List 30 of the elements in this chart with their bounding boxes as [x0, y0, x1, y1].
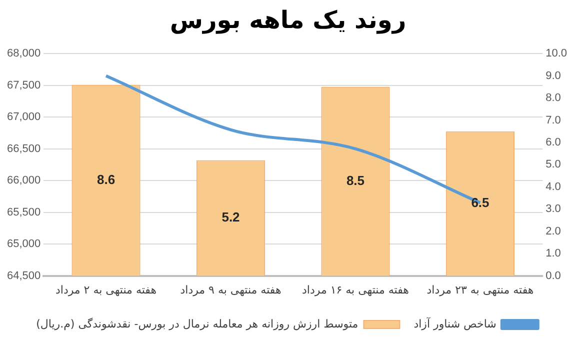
- y2-tick-label: 1.0: [546, 248, 561, 260]
- y2-tick-label: 2.0: [546, 225, 561, 238]
- x-tick-label: هفته منتهی به ۹ مرداد: [180, 283, 282, 296]
- y-tick-label: 68,000: [6, 48, 41, 60]
- y-tick-label: 67,000: [6, 111, 41, 124]
- y2-tick-label: 9.0: [546, 70, 561, 82]
- x-tick-label: هفته منتهی به ۱۶ مرداد: [302, 283, 410, 296]
- data-label: 5.2: [222, 210, 240, 225]
- y-tick-label: 66,500: [6, 142, 41, 155]
- y2-tick-label: 0.0: [546, 270, 561, 282]
- y-tick-label: 66,000: [6, 174, 41, 187]
- x-tick-label: هفته منتهی به ۲۳ مرداد: [426, 283, 534, 296]
- data-label: 6.5: [471, 195, 490, 210]
- data-label: 8.5: [346, 172, 365, 188]
- y2-tick-label: 10.0: [546, 48, 568, 60]
- y-tick-label: 65,000: [6, 238, 41, 250]
- x-tick-label: هفته منتهی به ۲ مرداد: [55, 283, 157, 296]
- legend-label: متوسط ارزش روزانه هر معامله نرمال در بورس- نقدشوندگی (م.ریال): [36, 317, 358, 330]
- y-tick-label: 67,500: [6, 79, 41, 92]
- y2-tick-label: 6.0: [546, 136, 561, 149]
- legend-label: شاخص شناور آزاد: [414, 316, 496, 330]
- y2-tick-label: 8.0: [546, 92, 561, 104]
- chart-title: روند یک ماهه بورس: [168, 6, 408, 34]
- y2-tick-label: 4.0: [546, 180, 561, 193]
- y2-tick-label: 5.0: [546, 158, 561, 171]
- data-label: 8.6: [96, 172, 116, 187]
- y2-tick-label: 3.0: [546, 203, 561, 216]
- y-tick-label: 65,500: [6, 206, 41, 218]
- y-tick-label: 64,500: [6, 270, 41, 282]
- y2-tick-label: 7.0: [546, 114, 561, 126]
